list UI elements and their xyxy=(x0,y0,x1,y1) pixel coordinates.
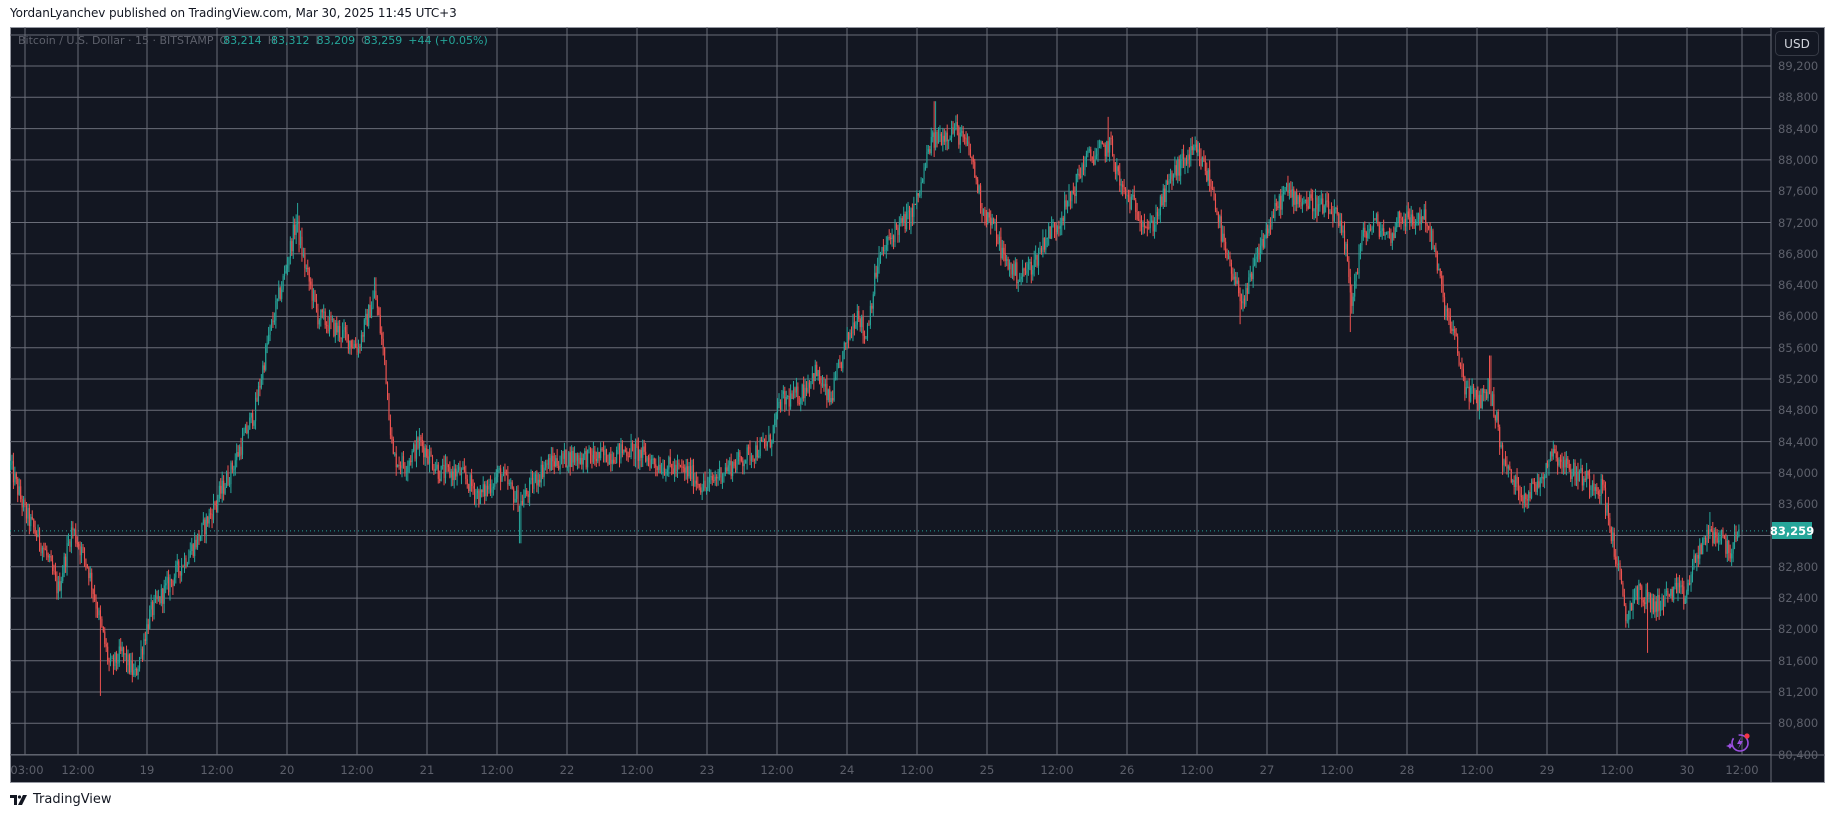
price-tick-label: 87,200 xyxy=(1778,215,1819,230)
low-label: L xyxy=(315,34,322,47)
time-tick-label: 12:00 xyxy=(480,763,514,777)
open-label: O xyxy=(219,34,229,47)
time-tick-label: 21 xyxy=(419,763,435,777)
time-tick-label: 12:00 xyxy=(200,763,234,777)
time-tick-label: 19 xyxy=(139,763,155,777)
tradingview-footer[interactable]: TradingView xyxy=(10,792,112,807)
time-tick-label: 27 xyxy=(1259,763,1275,777)
price-tick-label: 84,000 xyxy=(1778,465,1819,480)
time-tick-label: 12:00 xyxy=(1320,763,1354,777)
time-tick-label: 24 xyxy=(839,763,855,777)
high-value: 83,312 xyxy=(270,34,310,47)
price-tick-label: 81,600 xyxy=(1778,653,1819,668)
time-tick-label: 22 xyxy=(559,763,575,777)
price-tick-label: 89,200 xyxy=(1778,59,1819,73)
time-tick-label: 28 xyxy=(1399,763,1415,777)
change-value: +44 (+0.05%) xyxy=(408,34,488,47)
price-tick-label: 86,800 xyxy=(1778,246,1819,261)
time-tick-label: 12:00 xyxy=(1040,763,1074,777)
candles xyxy=(10,101,1740,696)
time-tick-label: 20 xyxy=(279,763,295,777)
open-value: 83,214 xyxy=(223,34,262,47)
time-tick-label: 12:00 xyxy=(61,763,95,777)
symbol-legend: Bitcoin / U.S. Dollar · 15 · BITSTAMP O8… xyxy=(18,34,488,47)
time-tick-label: 12:00 xyxy=(1725,763,1759,777)
price-tick-label: 82,400 xyxy=(1778,591,1819,606)
price-tick-label: 82,800 xyxy=(1778,559,1819,574)
close-label: C xyxy=(361,34,369,47)
price-tick-label: 84,800 xyxy=(1778,403,1819,418)
price-tick-label: 88,800 xyxy=(1778,90,1819,105)
time-tick-label: 30 xyxy=(1679,763,1695,777)
price-tick-label: 80,800 xyxy=(1778,716,1819,731)
high-label: H xyxy=(267,34,276,47)
published-by-header: YordanLyanchev published on TradingView.… xyxy=(10,6,457,20)
time-tick-label: 12:00 xyxy=(1180,763,1214,777)
price-tick-label: 81,200 xyxy=(1778,685,1819,699)
time-tick-label: 12:00 xyxy=(1460,763,1494,777)
tradingview-brand: TradingView xyxy=(33,792,112,807)
price-tick-label: 88,400 xyxy=(1778,121,1819,136)
time-tick-label: 29 xyxy=(1539,763,1555,777)
time-tick-label: 12:00 xyxy=(620,763,654,777)
symbol-text: Bitcoin / U.S. Dollar · 15 · BITSTAMP xyxy=(18,34,214,47)
close-value: 83,259 xyxy=(363,34,403,47)
price-tick-label: 85,200 xyxy=(1778,372,1819,386)
price-tick-label: 80,400 xyxy=(1778,747,1819,762)
time-tick-label: 12:00 xyxy=(760,763,794,777)
low-value: 83,209 xyxy=(316,34,356,47)
time-tick-label: 25 xyxy=(979,763,995,777)
price-tick-label: 82,000 xyxy=(1778,622,1819,637)
price-tick-label: 85,600 xyxy=(1778,340,1819,355)
price-tick-label: 86,000 xyxy=(1778,309,1819,324)
chart-grid xyxy=(10,27,1771,756)
time-tick-label: 03:00 xyxy=(10,763,44,777)
time-tick-label: 12:00 xyxy=(1600,763,1634,777)
tradingview-logo-icon xyxy=(10,794,27,805)
ai-assistant-icon[interactable] xyxy=(1724,730,1754,754)
price-tick-label: 86,400 xyxy=(1778,278,1819,293)
price-tick-label: 83,600 xyxy=(1778,497,1819,512)
time-tick-label: 23 xyxy=(699,763,715,777)
time-tick-label: 26 xyxy=(1119,763,1135,777)
currency-button[interactable]: USD xyxy=(1775,31,1819,56)
price-tick-label: 84,400 xyxy=(1778,434,1819,449)
price-tick-label: 88,000 xyxy=(1778,152,1819,167)
price-tick-label: 87,600 xyxy=(1778,184,1819,199)
time-tick-label: 12:00 xyxy=(340,763,374,777)
time-tick-label: 12:00 xyxy=(900,763,934,777)
last-price-badge: 83,259 xyxy=(1769,522,1815,539)
